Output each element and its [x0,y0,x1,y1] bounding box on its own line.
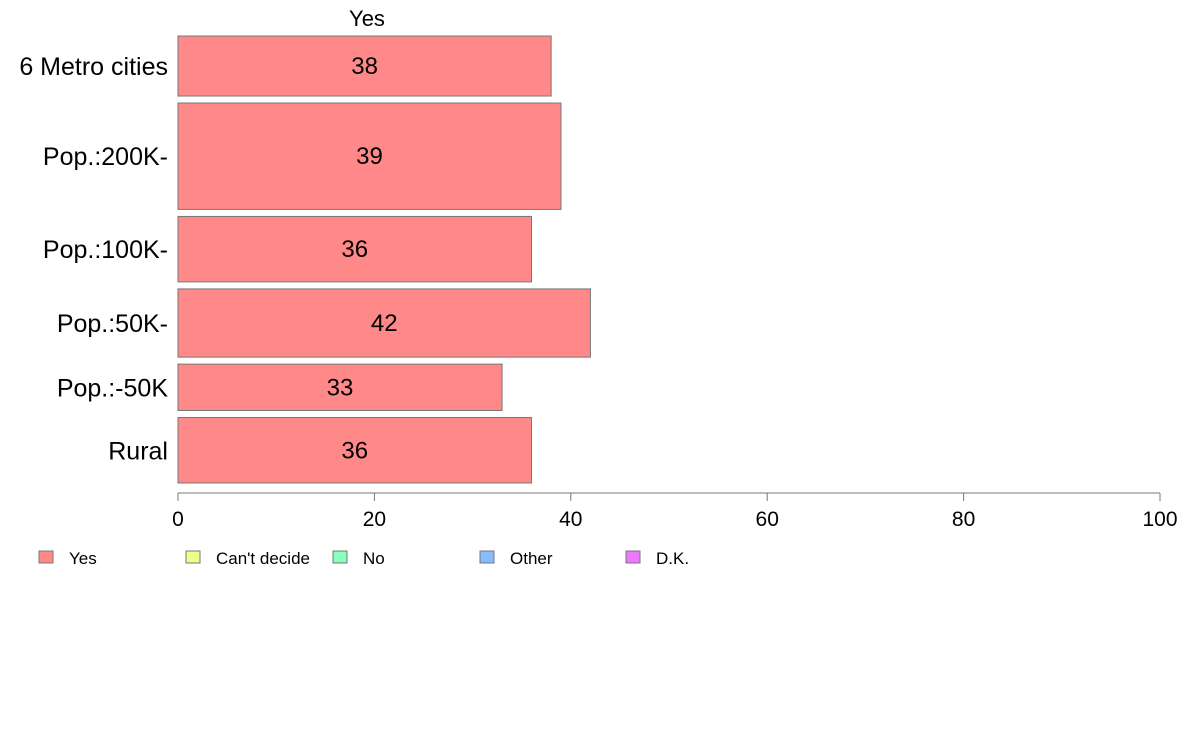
category-label: Rural [108,437,168,465]
data-label: 42 [371,310,398,337]
data-label: 38 [351,53,378,80]
legend-swatch [479,550,495,564]
x-tick-label: 60 [756,508,779,531]
legend-label: Other [510,549,553,568]
data-label: 36 [341,437,368,464]
legend-swatch [38,550,54,564]
bar-yes-3 [177,288,591,358]
bar-yes-4 [177,363,503,412]
category-label: Pop.:-50K [57,374,169,402]
legend-label: No [363,549,385,568]
legend-swatch [332,550,348,564]
x-tick-label: 40 [559,508,582,531]
category-label: 6 Metro cities [19,53,168,81]
bar-yes-1 [177,102,562,210]
legend-label: D.K. [656,549,689,568]
x-axis: 0 20 40 60 80 100 [172,492,1178,531]
bars: 38 39 36 42 33 36 [177,35,591,484]
data-label: 36 [341,236,368,263]
x-tick-label: 0 [172,508,184,531]
x-tick-label: 80 [952,508,975,531]
legend-swatch [625,550,641,564]
bar-yes-5 [177,417,533,484]
bar-yes-0 [177,35,552,97]
category-label: Pop.:50K- [57,310,168,338]
x-tick-label: 20 [363,508,386,531]
category-label: Pop.:100K- [43,236,168,264]
data-label: 33 [327,374,354,401]
category-labels: 6 Metro cities Pop.:200K- Pop.:100K- Pop.:5… [19,53,168,465]
legend: Yes Can't decide No Other D.K. [38,549,689,568]
bar-yes-2 [177,215,533,283]
x-tick-label: 100 [1142,508,1177,531]
legend-label: Yes [69,549,97,568]
series-header: Yes [349,6,385,31]
legend-label: Can't decide [216,549,310,568]
category-label: Pop.:200K- [43,143,168,171]
data-label: 39 [356,143,383,170]
legend-swatch [185,550,201,564]
